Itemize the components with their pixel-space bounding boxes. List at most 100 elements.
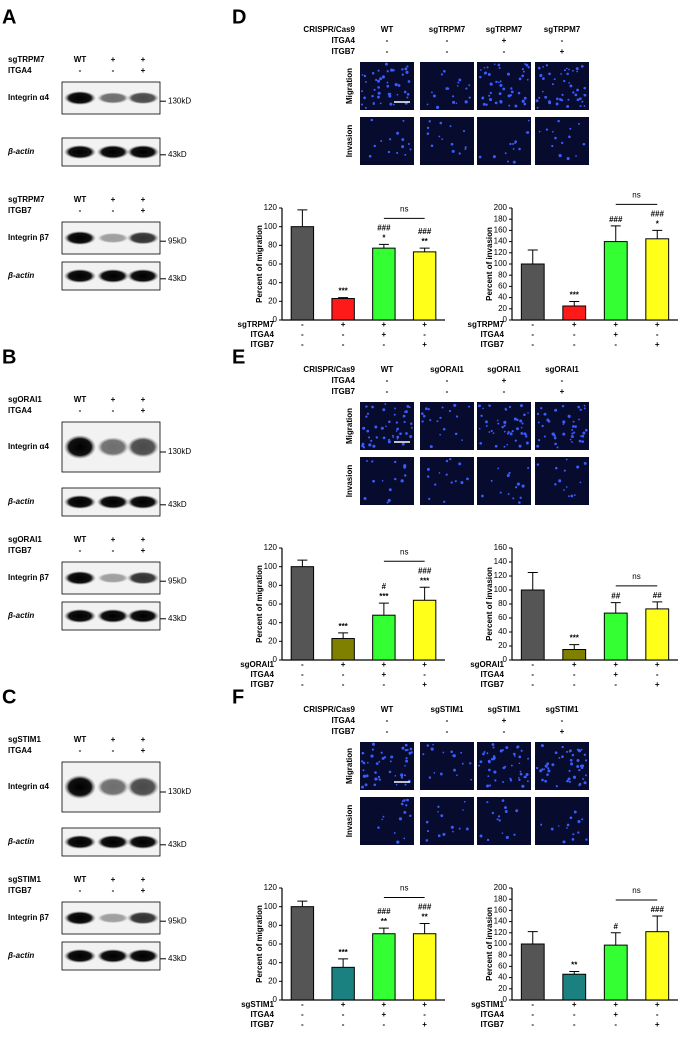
cell-dot xyxy=(495,80,498,84)
condition-value: - xyxy=(614,340,617,349)
cell-dot xyxy=(382,436,386,440)
error-bar xyxy=(652,915,663,932)
cell-dot xyxy=(402,414,406,418)
cell-dot xyxy=(372,444,376,448)
cell-dot xyxy=(548,72,551,76)
condition-value: sgTRPM7 xyxy=(486,25,523,34)
cell-dot xyxy=(571,432,574,435)
cell-dot xyxy=(577,831,580,834)
y-tick-label: 100 xyxy=(264,222,278,231)
significance-mark: ** xyxy=(571,961,578,970)
cell-dot xyxy=(387,150,391,154)
cell-dot xyxy=(501,832,504,834)
cell-dot xyxy=(512,142,514,145)
cell-dot xyxy=(551,763,555,767)
cell-dot xyxy=(576,465,580,469)
cell-dot xyxy=(499,491,502,494)
cell-dot xyxy=(463,800,466,803)
blot-band xyxy=(127,835,159,849)
y-axis-label: Percent of migration xyxy=(255,565,264,643)
cell-dot xyxy=(387,440,391,444)
cell-dot xyxy=(498,67,501,70)
cell-dot xyxy=(545,128,549,131)
cell-dot xyxy=(525,441,529,445)
cell-dot xyxy=(410,422,413,425)
cell-dot xyxy=(486,66,489,69)
cell-dot xyxy=(566,779,569,783)
micrograph xyxy=(420,797,474,845)
cell-dot xyxy=(515,809,519,813)
cell-dot xyxy=(427,475,430,478)
cell-dot xyxy=(487,775,490,778)
micrograph xyxy=(477,742,531,790)
condition-value: + xyxy=(613,670,618,679)
cell-dot xyxy=(554,136,557,140)
cell-dot xyxy=(382,815,385,818)
cell-dot xyxy=(562,840,566,844)
cell-dot xyxy=(504,810,508,813)
y-tick-label: 100 xyxy=(494,939,508,948)
cell-dot xyxy=(566,105,570,108)
cell-dot xyxy=(493,63,496,65)
condition-value: + xyxy=(382,660,387,669)
condition-value: sgSTIM1 xyxy=(488,705,521,714)
cell-dot xyxy=(373,144,376,148)
cell-dot xyxy=(525,63,529,67)
cell-dot xyxy=(575,155,577,157)
condition-value: - xyxy=(531,1020,534,1029)
cell-dot xyxy=(508,104,511,107)
cell-dot xyxy=(509,142,512,146)
cell-dot xyxy=(581,818,584,821)
cell-dot xyxy=(521,422,524,425)
cell-dot xyxy=(482,752,485,756)
error-bar xyxy=(610,602,621,614)
cell-dot xyxy=(561,141,564,145)
blot-band xyxy=(127,145,159,159)
cell-dot xyxy=(497,63,501,67)
cell-dot xyxy=(384,62,388,66)
condition-value: + xyxy=(572,320,577,329)
y-tick-label: 40 xyxy=(268,278,277,287)
cell-dot xyxy=(381,479,384,482)
bar xyxy=(645,608,670,661)
cell-dot xyxy=(462,809,464,811)
cell-dot xyxy=(396,437,399,440)
cell-dot xyxy=(428,776,432,779)
image-row-label: Invasion xyxy=(345,465,354,498)
condition-value: - xyxy=(656,330,659,339)
cell-dot xyxy=(490,429,493,433)
blot-band xyxy=(127,911,159,925)
condition-name: CRISPR/Cas9 xyxy=(303,25,355,34)
cell-dot xyxy=(403,837,406,840)
condition-value: + xyxy=(613,660,618,669)
image-row-label: Invasion xyxy=(345,125,354,158)
y-tick-label: 120 xyxy=(264,543,278,552)
bracket-label: ns xyxy=(400,205,408,214)
cell-dot xyxy=(406,405,410,408)
bar xyxy=(645,238,670,321)
cell-dot xyxy=(503,420,507,424)
cell-dot xyxy=(455,415,459,418)
condition-value: - xyxy=(423,1010,426,1019)
cell-dot xyxy=(478,155,482,159)
condition-value: - xyxy=(531,680,534,689)
cell-dot xyxy=(395,430,398,432)
cell-dot xyxy=(405,432,408,435)
y-tick-label: 0 xyxy=(503,655,508,664)
cell-dot xyxy=(518,501,521,504)
cell-dot xyxy=(518,755,522,759)
cell-dot xyxy=(432,743,434,746)
cell-dot xyxy=(421,420,424,423)
condition-value: + xyxy=(111,195,116,204)
blot-band xyxy=(64,495,96,509)
y-tick-label: 60 xyxy=(268,939,277,948)
cell-dot xyxy=(392,436,395,439)
cell-dot xyxy=(404,764,406,767)
cell-dot xyxy=(458,827,461,830)
condition-value: - xyxy=(301,1000,304,1009)
cell-dot xyxy=(488,760,491,764)
condition-value: - xyxy=(573,340,576,349)
cell-dot xyxy=(429,445,433,449)
cell-dot xyxy=(503,445,506,448)
cell-dot xyxy=(527,757,530,760)
